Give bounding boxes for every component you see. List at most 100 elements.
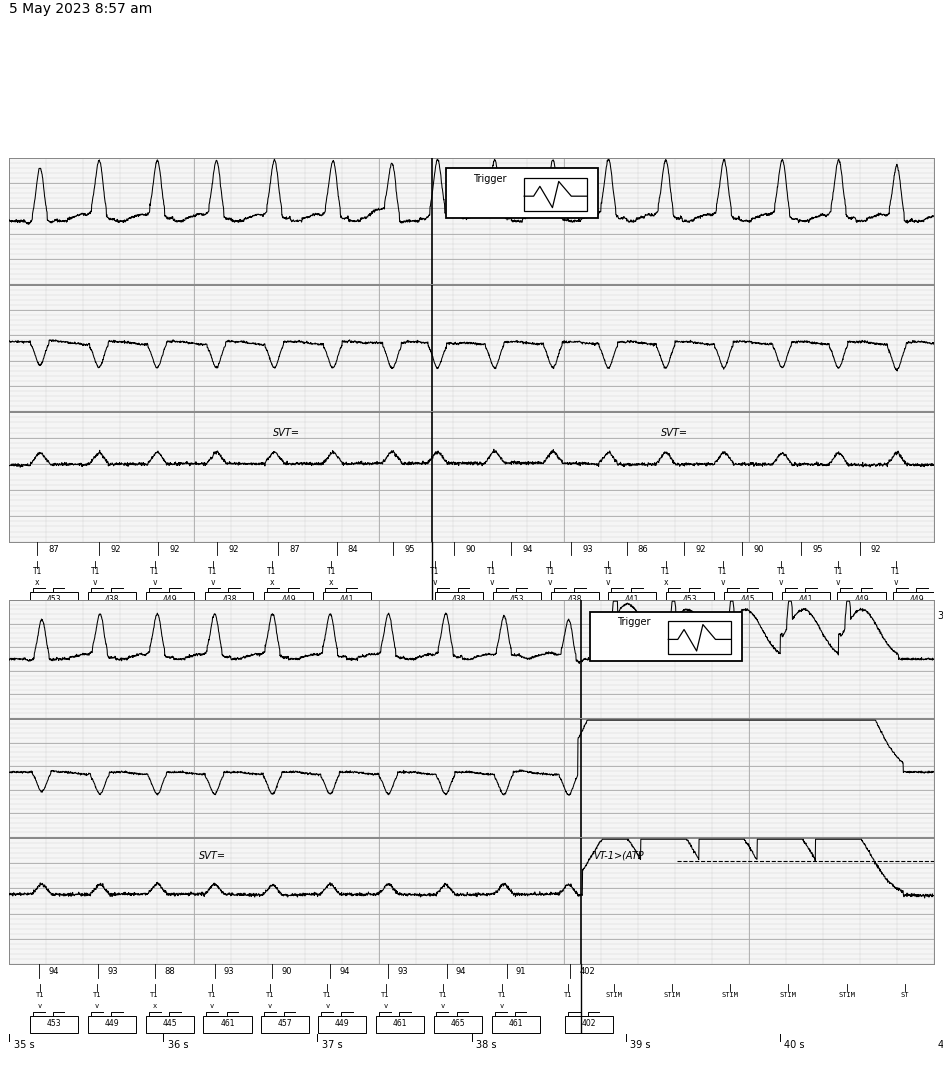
Text: T1: T1 [604,567,613,576]
Text: 93: 93 [583,545,593,554]
Text: v: v [489,578,494,586]
Text: v: v [209,1003,214,1010]
Text: T1: T1 [545,567,554,576]
Bar [376,1015,424,1032]
Text: T1: T1 [776,567,786,576]
Text: SVT=: SVT= [199,851,226,861]
Text: 93: 93 [223,968,235,976]
Text: 441: 441 [625,595,639,605]
Bar [893,592,941,609]
Text: T1: T1 [150,993,158,998]
Text: T1: T1 [326,567,336,576]
Bar [261,1015,309,1032]
Text: STIM: STIM [780,993,797,998]
Text: x: x [270,578,274,586]
Text: 93: 93 [108,968,118,976]
Text: 92: 92 [228,545,239,554]
Text: VT-1>(ATP: VT-1>(ATP [593,851,644,861]
Text: 39 s: 39 s [630,1040,651,1050]
Text: Sweep Speed: 25 mm/s: Sweep Speed: 25 mm/s [749,669,871,679]
Text: v: v [779,578,784,586]
Text: v: v [38,1003,42,1010]
Text: 28 s: 28 s [14,610,35,621]
Text: 461: 461 [221,1020,235,1028]
Text: 90: 90 [465,545,475,554]
Text: v: v [93,578,98,586]
Text: x: x [329,578,333,586]
Text: 84: 84 [348,545,358,554]
Text: 449: 449 [281,595,296,605]
Text: ST: ST [901,993,909,998]
Text: T1: T1 [91,567,100,576]
Text: 449: 449 [163,595,177,605]
Text: 87: 87 [290,545,300,554]
Text: 449: 449 [854,595,869,605]
Bar [589,611,742,661]
Bar [782,592,830,609]
Text: 95: 95 [813,545,823,554]
Text: T1: T1 [438,993,447,998]
Text: 87: 87 [48,545,59,554]
Text: 33 s: 33 s [785,610,804,621]
Bar [492,1015,540,1032]
Text: 35 s: 35 s [14,1040,35,1050]
Text: T1: T1 [323,993,332,998]
Text: 449: 449 [105,1020,120,1028]
Bar [88,592,136,609]
Text: T1: T1 [488,567,496,576]
Text: 92: 92 [110,545,121,554]
Text: 90: 90 [753,545,764,554]
Text: 402: 402 [580,968,595,976]
Text: STIM: STIM [721,993,738,998]
Text: 31 s: 31 s [476,610,497,621]
Bar [88,1015,136,1032]
Text: 4:  Markers: 4: Markers [389,620,447,630]
Text: 445: 445 [740,595,755,605]
Text: 32 s: 32 s [630,610,651,621]
Text: 438: 438 [105,595,119,605]
Text: 453: 453 [46,1020,61,1028]
Text: 29 s: 29 s [168,610,189,621]
Text: T1: T1 [208,567,218,576]
Text: 41 s: 41 s [938,1040,943,1050]
Text: 1:  A Sense Amp   20 mm/mV: 1: A Sense Amp 20 mm/mV [9,620,162,630]
Text: 86: 86 [637,545,649,554]
Text: v: v [500,1003,505,1010]
Text: 38 s: 38 s [476,1040,497,1050]
Text: 37 s: 37 s [323,1040,342,1050]
Bar [323,592,371,609]
Text: v: v [95,1003,99,1010]
Bar [435,592,483,609]
Text: v: v [384,1003,388,1010]
Text: T1: T1 [266,993,274,998]
Text: Trigger: Trigger [618,618,651,627]
Text: 2:  V Sense Amp   AutoGain (0.7 mm/mV): 2: V Sense Amp AutoGain (0.7 mm/mV) [9,645,225,654]
Text: 453: 453 [509,595,524,605]
Text: 40 s: 40 s [785,1040,804,1050]
Text: 465: 465 [451,1020,465,1028]
Text: v: v [325,1003,329,1010]
Text: Trigger: Trigger [473,175,506,185]
Bar [206,592,254,609]
Text: 402: 402 [582,1020,596,1028]
Text: 94: 94 [339,968,350,976]
Text: x: x [35,578,40,586]
Text: STIM: STIM [664,993,681,998]
Text: T1: T1 [381,993,389,998]
Text: T1: T1 [150,567,159,576]
Text: v: v [720,578,725,586]
Text: 92: 92 [170,545,180,554]
Text: 445: 445 [163,1020,177,1028]
Text: 457: 457 [277,1020,292,1028]
Text: 5 May 2023 8:57 am: 5 May 2023 8:57 am [9,2,153,16]
Text: 36 s: 36 s [168,1040,189,1050]
Text: T1: T1 [563,993,571,998]
Bar [608,592,656,609]
Text: T1: T1 [719,567,727,576]
Text: T1: T1 [661,567,670,576]
Text: T1: T1 [267,567,276,576]
Text: STIM: STIM [605,993,622,998]
Text: v: v [440,1003,445,1010]
Text: 95: 95 [404,545,415,554]
Text: T1: T1 [36,993,44,998]
